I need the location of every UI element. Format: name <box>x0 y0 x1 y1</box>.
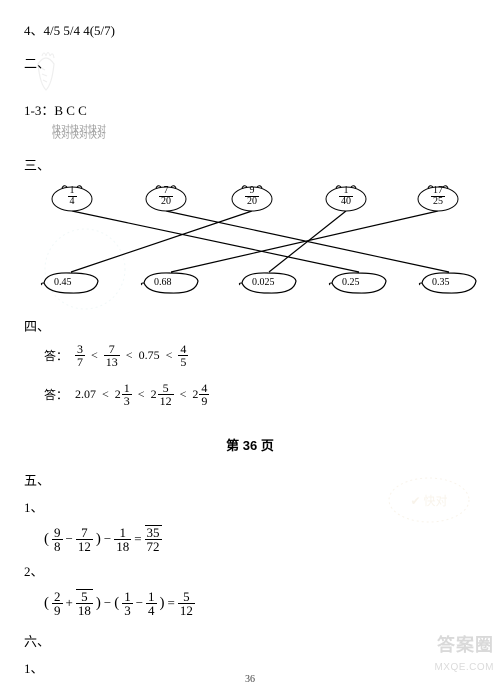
expression-5-2: (29+518)−(13−14)=512 <box>44 590 476 617</box>
answer-4b-label: 答： <box>44 386 68 403</box>
inequality-4b: 2.07<213<2512<249 <box>75 382 209 407</box>
top-fraction-node: 140 <box>324 182 368 212</box>
bottom-leaf-node: 0.025 <box>238 268 300 298</box>
matching-diagram: 1472092014017250.450.680.0250.250.35 <box>24 182 476 302</box>
answer-4a: 答： 37<713<0.75<45 <box>44 343 476 368</box>
top-line-text: 4、4/5 5/4 4(5/7) <box>24 20 476 39</box>
bottom-leaf-node: 0.35 <box>418 268 480 298</box>
watermark-url: MXQE.COM <box>434 662 494 673</box>
watermark-badge-text: ✔ 快对 <box>410 494 447 508</box>
watermark-badge: ✔ 快对 <box>384 470 474 530</box>
page-number: 36 <box>0 674 500 685</box>
watermark-dxq: 答案圈 <box>437 631 494 657</box>
answers-1-3: 1-3：B C C <box>24 100 476 119</box>
top-fraction-node: 920 <box>230 182 274 212</box>
answer-4b: 答： 2.07<213<2512<249 <box>44 382 476 407</box>
section-2-label: 二、 <box>24 53 476 72</box>
section-4-label: 四、 <box>24 316 476 335</box>
top-fraction-node: 720 <box>144 182 188 212</box>
section-3-label: 三、 <box>24 155 476 174</box>
carrot-icon <box>32 48 60 92</box>
top-fraction-node: 1725 <box>416 182 460 212</box>
bottom-leaf-node: 0.45 <box>40 268 102 298</box>
top-fraction-node: 14 <box>50 182 94 212</box>
subtext-line-2: 快对快对快对 <box>52 131 476 141</box>
answer-4a-label: 答： <box>44 347 68 364</box>
bottom-leaf-node: 0.25 <box>328 268 390 298</box>
page-heading: 第 36 页 <box>24 435 476 454</box>
section-6-label: 六、 <box>24 631 476 650</box>
bottom-leaf-node: 0.68 <box>140 268 202 298</box>
item-5-2-label: 2、 <box>24 561 476 580</box>
inequality-4a: 37<713<0.75<45 <box>75 343 188 368</box>
